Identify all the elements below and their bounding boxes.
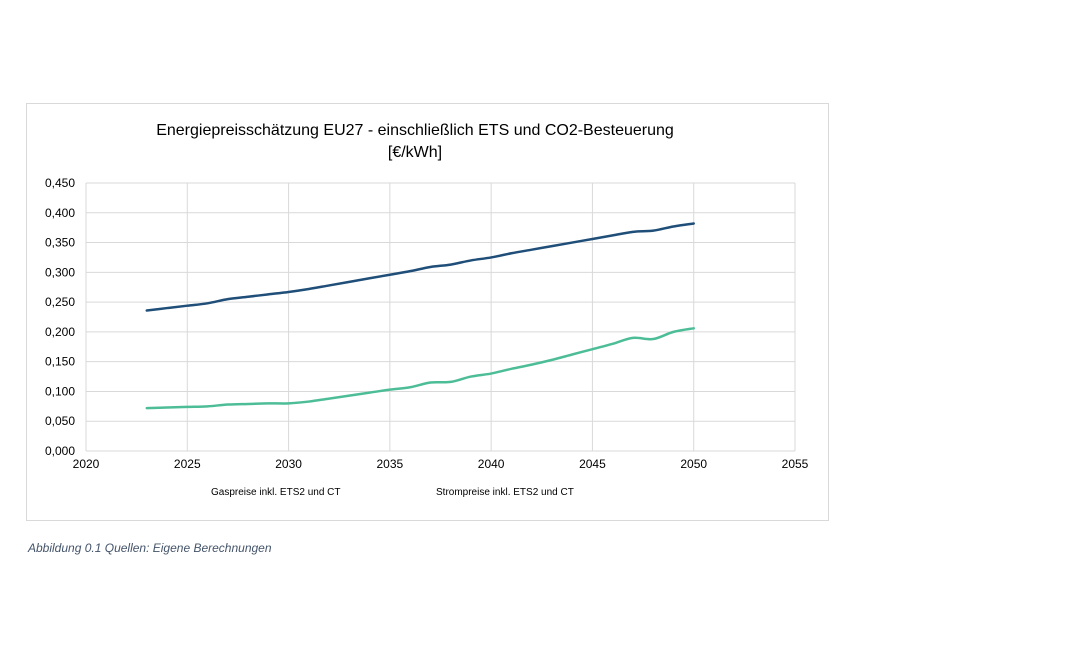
x-tick-label: 2035 bbox=[377, 457, 404, 471]
x-tick-label: 2055 bbox=[782, 457, 809, 471]
x-tick-label: 2030 bbox=[275, 457, 302, 471]
y-tick-label: 0,100 bbox=[45, 384, 75, 398]
legend-label-0: Gaspreise inkl. ETS2 und CT bbox=[211, 487, 341, 498]
y-tick-label: 0,250 bbox=[45, 295, 75, 309]
line-chart: Energiepreisschätzung EU27 - einschließl… bbox=[45, 122, 809, 498]
y-tick-label: 0,050 bbox=[45, 414, 75, 428]
y-tick-label: 0,200 bbox=[45, 325, 75, 339]
y-tick-label: 0,000 bbox=[45, 444, 75, 458]
series-line-0 bbox=[145, 222, 695, 312]
figure-caption: Abbildung 0.1 Quellen: Eigene Berechnung… bbox=[28, 541, 272, 555]
y-tick-label: 0,450 bbox=[45, 176, 75, 190]
chart-subtitle: [€/kWh] bbox=[388, 144, 442, 161]
series-line-1 bbox=[145, 327, 695, 410]
legend-label-1: Strompreise inkl. ETS2 und CT bbox=[436, 487, 574, 498]
chart-title: Energiepreisschätzung EU27 - einschließl… bbox=[156, 122, 674, 139]
y-tick-label: 0,150 bbox=[45, 355, 75, 369]
x-tick-label: 2025 bbox=[174, 457, 201, 471]
y-tick-label: 0,400 bbox=[45, 206, 75, 220]
x-tick-label: 2045 bbox=[579, 457, 606, 471]
x-tick-label: 2040 bbox=[478, 457, 505, 471]
y-tick-label: 0,300 bbox=[45, 265, 75, 279]
y-tick-label: 0,350 bbox=[45, 236, 75, 250]
chart-frame: Energiepreisschätzung EU27 - einschließl… bbox=[26, 103, 829, 521]
x-tick-label: 2050 bbox=[680, 457, 707, 471]
x-tick-label: 2020 bbox=[73, 457, 100, 471]
